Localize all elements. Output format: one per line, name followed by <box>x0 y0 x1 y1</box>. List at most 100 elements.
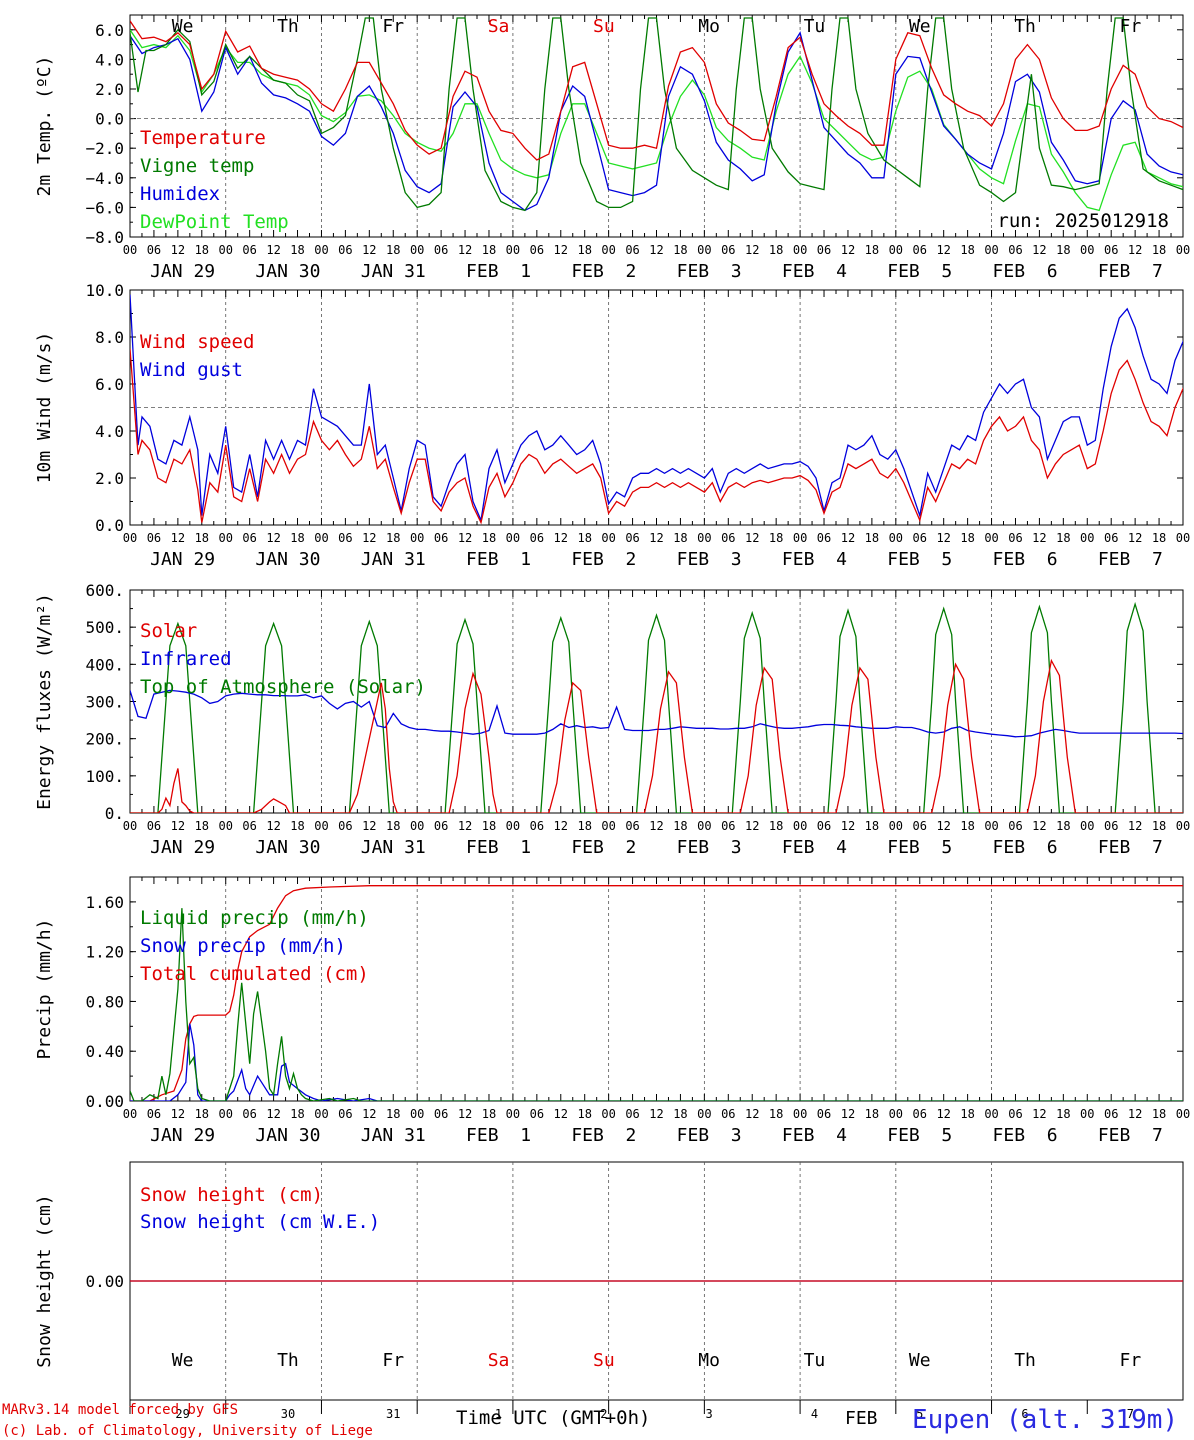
hour-tick-label: 00 <box>793 243 807 257</box>
hour-tick-label: 18 <box>290 531 304 545</box>
hour-tick-label: 06 <box>338 1107 352 1121</box>
date-label: JAN 30 <box>255 1125 320 1146</box>
hour-tick-label: 06 <box>242 1107 256 1121</box>
hour-tick-label: 00 <box>1176 243 1190 257</box>
hour-tick-label: 00 <box>697 243 711 257</box>
day-of-week-label: We <box>909 16 931 37</box>
hour-tick-label: 00 <box>314 243 328 257</box>
legend-entry: Solar <box>140 620 197 642</box>
date-label: FEB 3 <box>677 549 742 570</box>
date-label: FEB 3 <box>677 1125 742 1146</box>
hour-tick-label: 18 <box>195 819 209 833</box>
y-tick-label: 200. <box>85 730 124 749</box>
day-of-week-label: Th <box>1014 1350 1036 1371</box>
legend-entry: Snow height (cm W.E.) <box>140 1211 380 1233</box>
hour-tick-label: 18 <box>290 243 304 257</box>
hour-tick-label: 12 <box>554 531 568 545</box>
series-line-liquid-precip-mm-h- <box>130 908 1183 1101</box>
hour-tick-label: 18 <box>960 243 974 257</box>
date-label: FEB 4 <box>782 1125 847 1146</box>
hour-tick-label: 18 <box>960 819 974 833</box>
day-of-week-label: Tu <box>804 1350 826 1371</box>
date-label: FEB 5 <box>887 1125 952 1146</box>
hour-tick-label: 06 <box>817 243 831 257</box>
y-axis-label: Precip (mm/h) <box>34 919 55 1060</box>
hour-tick-label: 00 <box>889 243 903 257</box>
date-label: FEB 4 <box>782 837 847 858</box>
hour-tick-label: 12 <box>362 819 376 833</box>
legend-entry: Snow precip (mm/h) <box>140 935 346 957</box>
hour-tick-label: 06 <box>721 531 735 545</box>
y-tick-label: 100. <box>85 767 124 786</box>
hour-tick-label: 06 <box>242 819 256 833</box>
date-label: FEB 4 <box>782 261 847 282</box>
day-number-label: 1 <box>495 1407 502 1421</box>
hour-tick-label: 18 <box>290 1107 304 1121</box>
hour-tick-label: 12 <box>362 243 376 257</box>
hour-tick-label: 00 <box>123 819 137 833</box>
hour-tick-label: 06 <box>817 1107 831 1121</box>
hour-tick-label: 00 <box>601 819 615 833</box>
date-label: FEB 2 <box>571 261 636 282</box>
hour-tick-label: 18 <box>673 243 687 257</box>
date-label: FEB 7 <box>1098 549 1163 570</box>
y-tick-label: 2.0 <box>95 80 124 99</box>
y-tick-label: 400. <box>85 655 124 674</box>
panel-energy: 00 06 12 18 00 06 12 18 00 06 12 18 00 06 12 18 00 06 12 18… <box>34 581 1190 858</box>
hour-tick-label: 18 <box>577 819 591 833</box>
hour-tick-label: 12 <box>266 243 280 257</box>
date-label: FEB 1 <box>466 837 531 858</box>
hour-tick-label: 06 <box>1008 819 1022 833</box>
series-line-top-of-atmosphere-solar- <box>130 601 1183 813</box>
y-axis-label: 10m Wind (m/s) <box>34 332 55 484</box>
hour-tick-label: 00 <box>123 243 137 257</box>
date-label: FEB 1 <box>466 261 531 282</box>
hour-tick-label: 18 <box>769 531 783 545</box>
y-tick-label: 0.00 <box>85 1272 124 1291</box>
date-label: FEB 4 <box>782 549 847 570</box>
hour-tick-label: 18 <box>769 1107 783 1121</box>
y-tick-label: 6.0 <box>95 375 124 394</box>
day-of-week-label: Th <box>277 16 299 37</box>
y-axis-label: Energy fluxes (W/m²) <box>34 593 55 810</box>
legend-entry: Vigne temp <box>140 155 254 177</box>
date-label: JAN 31 <box>361 1125 426 1146</box>
hour-tick-label: 12 <box>649 531 663 545</box>
y-tick-label: 600. <box>85 581 124 600</box>
y-tick-label: −6.0 <box>85 198 124 217</box>
hour-tick-label: 00 <box>314 1107 328 1121</box>
y-tick-label: 500. <box>85 618 124 637</box>
station-title: Eupen (alt. 319m) <box>912 1405 1178 1435</box>
date-label: JAN 30 <box>255 837 320 858</box>
y-tick-label: 6.0 <box>95 21 124 40</box>
date-label: JAN 29 <box>150 261 215 282</box>
date-label: JAN 30 <box>255 261 320 282</box>
date-label: FEB 5 <box>887 549 952 570</box>
hour-tick-label: 00 <box>410 243 424 257</box>
hour-tick-label: 18 <box>673 1107 687 1121</box>
hour-tick-label: 06 <box>147 531 161 545</box>
hour-tick-label: 12 <box>1128 531 1142 545</box>
legend-entry: Top of Atmosphere (Solar) <box>140 676 426 698</box>
hour-tick-label: 18 <box>290 819 304 833</box>
hour-tick-label: 06 <box>721 1107 735 1121</box>
legend-entry: Infrared <box>140 648 232 670</box>
day-of-week-label: Fr <box>1120 1350 1142 1371</box>
y-tick-label: 0.0 <box>95 110 124 129</box>
y-tick-label: 10.0 <box>85 281 124 300</box>
hour-tick-label: 06 <box>721 243 735 257</box>
hour-tick-label: 06 <box>242 531 256 545</box>
hour-tick-label: 06 <box>721 819 735 833</box>
hour-tick-label: 12 <box>649 819 663 833</box>
chart-panels: 00 06 12 18 00 06 12 18 00 06 12 18 00 06 12 18 00 06 12 18… <box>34 14 1190 1421</box>
hour-tick-label: 12 <box>745 819 759 833</box>
hour-tick-label: 00 <box>506 1107 520 1121</box>
hour-tick-label: 06 <box>530 531 544 545</box>
date-label: JAN 29 <box>150 837 215 858</box>
y-tick-label: 0.80 <box>85 992 124 1011</box>
y-tick-label: 0.00 <box>85 1092 124 1111</box>
hour-tick-label: 12 <box>1128 819 1142 833</box>
hour-tick-label: 06 <box>338 819 352 833</box>
day-of-week-label: Sa <box>488 16 510 37</box>
hour-tick-label: 00 <box>697 531 711 545</box>
